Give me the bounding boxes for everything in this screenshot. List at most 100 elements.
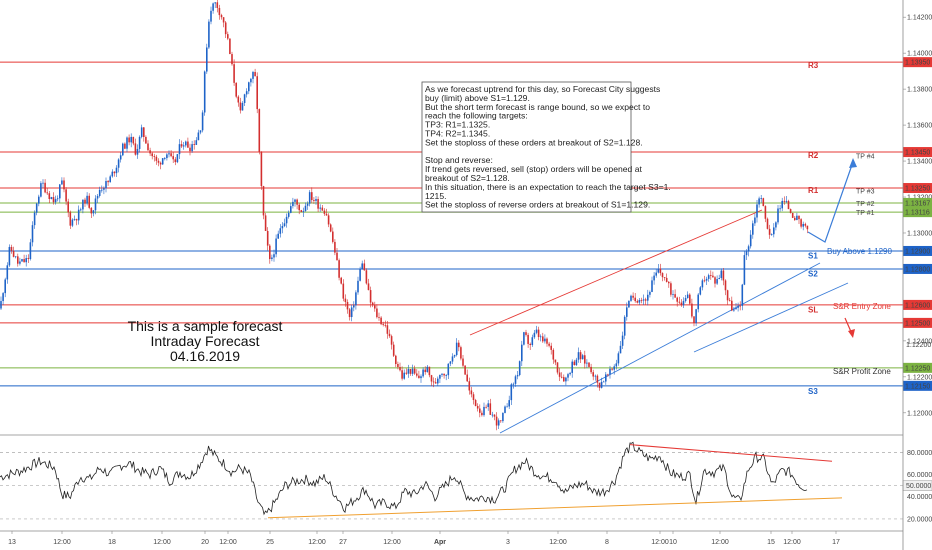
candle-body [594,375,597,377]
candle-body [619,345,622,354]
candle-body [416,373,418,376]
candle-body [147,143,149,151]
candle-body [472,394,475,401]
time-tick-label: 27 [339,539,347,546]
candle-body [210,10,212,22]
time-tick-label: 12:00 [219,539,237,546]
candle-body [371,302,374,306]
sr-profit-zone-label: S&R Profit Zone [833,367,891,376]
candle-body [777,208,779,223]
candle-body [12,250,15,257]
candle-body [707,275,710,279]
time-tick-label: 15 [767,539,775,546]
candle-body [481,412,483,416]
candle-body [714,277,716,284]
candle-body [653,275,655,281]
candle-body [680,302,683,306]
candle-body [222,17,225,23]
rsi-line [0,441,808,516]
level-badge-bg-r2 [903,147,932,158]
candle-body [586,362,588,364]
candle-body [451,356,454,362]
candle-body [485,406,487,408]
candle-body [254,71,256,77]
candle-body [369,290,372,303]
candle-body [96,195,99,199]
candle-body [770,234,773,236]
candle-body [640,299,643,301]
candle-body [94,198,97,211]
candle-body [88,195,90,208]
candle-body [493,414,496,417]
candle-body [392,344,395,356]
candle-body [615,363,618,367]
candle-body [132,136,135,144]
candle-body [479,408,481,413]
candle-body [533,332,536,338]
candle-body [686,294,689,299]
candle-body [395,355,397,365]
candle-body [752,223,754,235]
forecast-note-line: TP4: R2=1.1345. [425,129,490,139]
candle-body [588,362,590,367]
level-tag-s3: S3 [808,387,818,396]
candle-body [691,303,693,317]
candle-body [775,222,777,228]
candle-body [649,291,651,295]
level-tag-s1: S1 [808,251,818,260]
candle-body [768,228,771,235]
candle-body [453,355,456,357]
candle-body [227,34,229,39]
candle-body [514,376,517,384]
candle-body [243,94,246,103]
candle-body [386,325,389,334]
candle-body [733,309,735,311]
candle-body [44,182,46,193]
time-tick-label: 3 [506,539,510,546]
candle-body [506,406,508,408]
candle-body [151,153,153,157]
candle-body [699,287,702,295]
candle-body [80,209,82,211]
sr-entry-zone-label: S&R Entry Zone [833,302,891,311]
candle-body [46,192,48,194]
candle-body [537,329,540,338]
candle-body [508,400,510,407]
candle-body [466,374,468,382]
candle-body [86,195,88,204]
candle-body [462,358,464,366]
candle-body [374,305,376,309]
candle-body [455,342,458,356]
candle-body [605,374,607,382]
candle-body [363,263,366,271]
time-axis[interactable]: 13 12:00 18 12:00 20 12:00 25 12:00 27 12:00 Apr 3 1… [8,531,840,546]
candle-body [728,300,731,302]
candle-body [546,338,548,344]
forecast-arrows [807,158,857,338]
candle-body [29,242,32,260]
candle-body [569,372,571,375]
candle-body [676,297,678,302]
candle-body [439,374,441,379]
candle-body [747,246,750,252]
candle-body [233,64,235,83]
candle-body [420,376,422,379]
candle-body [334,241,336,253]
candle-body [741,284,744,306]
candle-body [749,234,752,247]
rsi-indicator-pane: 80.0000 60.0000 40.0000 20.0000 50.0000 [0,441,932,523]
time-tick-label: Apr [434,539,446,546]
candle-body [521,344,523,362]
candle-body [718,278,720,280]
candle-body [159,162,162,165]
candle-body [315,199,317,201]
candle-body [40,183,42,197]
candle-body [483,406,485,416]
candle-body [277,233,279,239]
candle-body [42,182,44,184]
candle-body [189,147,191,152]
candle-body [550,345,552,350]
candle-body [590,366,592,373]
candle-body [48,193,51,199]
